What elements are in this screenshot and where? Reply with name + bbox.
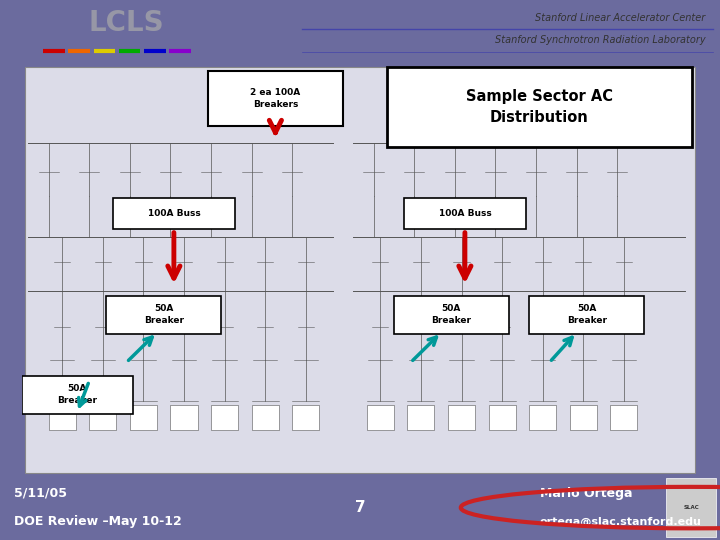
Text: 7: 7 xyxy=(355,500,365,515)
Text: 100A Buss: 100A Buss xyxy=(148,209,200,218)
FancyBboxPatch shape xyxy=(252,406,279,430)
FancyBboxPatch shape xyxy=(404,198,526,229)
Text: Mario Ortega: Mario Ortega xyxy=(540,487,632,500)
Text: Stanford Synchrotron Radiation Laboratory: Stanford Synchrotron Radiation Laborator… xyxy=(495,35,706,45)
FancyBboxPatch shape xyxy=(666,478,716,537)
Text: LCLS: LCLS xyxy=(88,9,164,37)
FancyBboxPatch shape xyxy=(107,296,221,334)
FancyBboxPatch shape xyxy=(49,406,76,430)
Text: 100A Buss: 100A Buss xyxy=(438,209,491,218)
Text: 50A
Breaker: 50A Breaker xyxy=(431,305,472,325)
Text: DOE Review –May 10-12: DOE Review –May 10-12 xyxy=(14,515,182,528)
FancyBboxPatch shape xyxy=(211,406,238,430)
Text: 50A
Breaker: 50A Breaker xyxy=(144,305,184,325)
Text: 50A
Breaker: 50A Breaker xyxy=(567,305,607,325)
FancyBboxPatch shape xyxy=(25,67,695,473)
FancyBboxPatch shape xyxy=(408,406,434,430)
FancyBboxPatch shape xyxy=(366,406,394,430)
FancyBboxPatch shape xyxy=(89,406,117,430)
FancyBboxPatch shape xyxy=(529,296,644,334)
Text: ortega@slac.stanford.edu: ortega@slac.stanford.edu xyxy=(540,517,702,527)
FancyBboxPatch shape xyxy=(570,406,597,430)
Text: Stanford Linear Accelerator Center: Stanford Linear Accelerator Center xyxy=(536,13,706,23)
Text: SLAC: SLAC xyxy=(683,505,699,510)
FancyBboxPatch shape xyxy=(130,406,157,430)
FancyBboxPatch shape xyxy=(113,198,235,229)
Text: 5/11/05: 5/11/05 xyxy=(14,487,68,500)
FancyBboxPatch shape xyxy=(529,406,557,430)
FancyBboxPatch shape xyxy=(171,406,197,430)
Text: 2 ea 100A
Breakers: 2 ea 100A Breakers xyxy=(251,88,300,109)
FancyBboxPatch shape xyxy=(387,67,692,147)
FancyBboxPatch shape xyxy=(489,406,516,430)
FancyBboxPatch shape xyxy=(611,406,637,430)
FancyBboxPatch shape xyxy=(394,296,509,334)
FancyBboxPatch shape xyxy=(292,406,320,430)
FancyBboxPatch shape xyxy=(448,406,475,430)
FancyBboxPatch shape xyxy=(207,71,343,126)
Text: Sample Sector AC
Distribution: Sample Sector AC Distribution xyxy=(466,89,613,125)
Text: 50A
Breaker: 50A Breaker xyxy=(57,384,97,405)
FancyBboxPatch shape xyxy=(22,376,133,414)
